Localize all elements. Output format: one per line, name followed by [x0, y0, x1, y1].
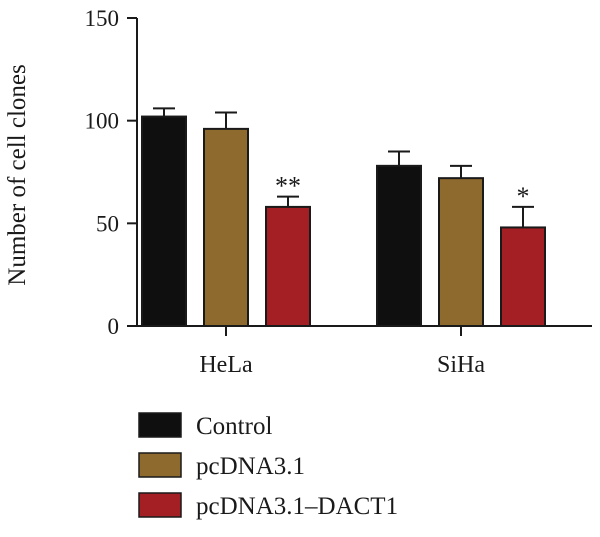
bar — [141, 115, 187, 327]
y-tick-label: 0 — [108, 314, 120, 339]
bars: ** * — [141, 107, 546, 327]
x-tick-label: HeLa — [199, 352, 253, 378]
y-axis-label: Number of cell clones — [4, 64, 31, 285]
legend-swatch — [138, 452, 182, 478]
legend: Control pcDNA3.1 pcDNA3.1–DACT1 — [138, 412, 398, 520]
y-tick-label: 150 — [85, 6, 120, 31]
significance-label: ** — [275, 172, 301, 201]
bar — [500, 226, 546, 327]
legend-label: Control — [196, 413, 272, 440]
legend-swatch — [138, 492, 182, 518]
legend-label: pcDNA3.1 — [196, 453, 305, 480]
x-tick-label: SiHa — [437, 352, 485, 378]
y-tick-label: 50 — [96, 211, 119, 236]
bar — [376, 164, 422, 327]
legend-label: pcDNA3.1–DACT1 — [196, 493, 398, 520]
significance-label: * — [517, 182, 530, 211]
bar — [438, 177, 484, 327]
bar — [265, 205, 311, 327]
bar — [203, 127, 249, 327]
y-tick-label: 100 — [85, 109, 120, 134]
legend-swatch — [138, 412, 182, 438]
